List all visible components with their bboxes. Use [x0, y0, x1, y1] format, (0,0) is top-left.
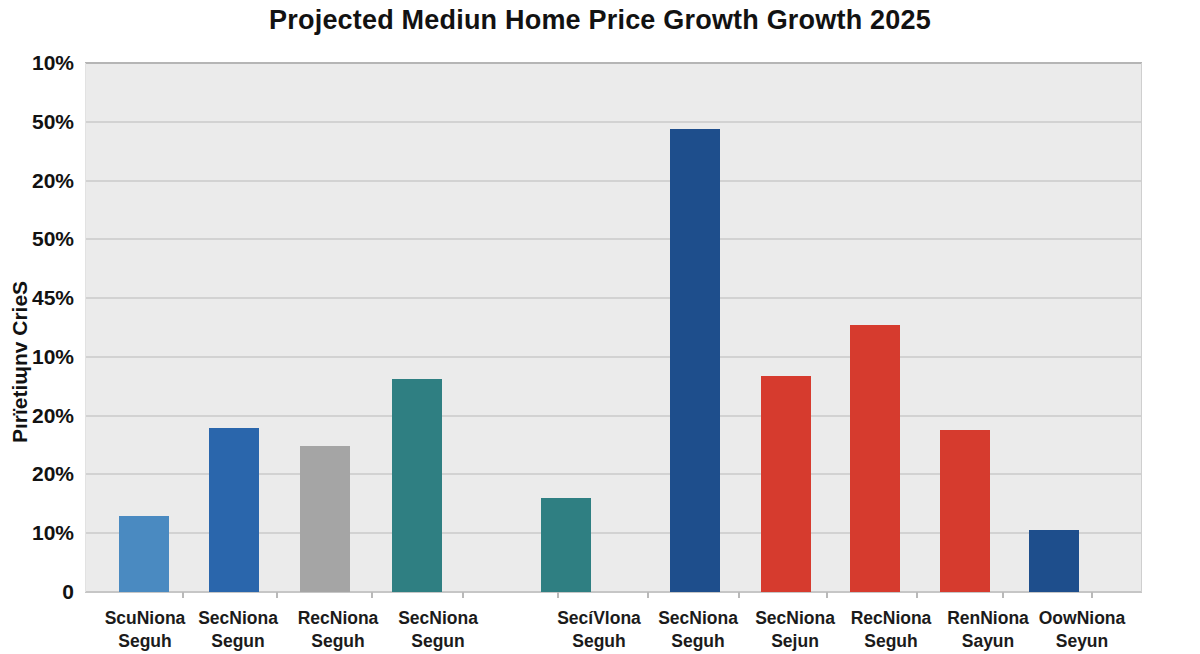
chart-title: Projected Mediun Home Price Growth Growt…: [0, 5, 1200, 36]
x-axis-tick: [1091, 592, 1093, 598]
x-axis-tick: [557, 592, 559, 598]
x-axis-tick: [1002, 592, 1004, 598]
bar-9: [940, 430, 990, 592]
x-category-label-line1: OowNiona: [1020, 607, 1144, 630]
y-tick-label: 10%: [0, 51, 74, 75]
plot-left-border: [85, 63, 86, 592]
x-category-label-line1: SecNiona: [376, 607, 500, 630]
y-tick-label: 20%: [0, 169, 74, 193]
y-tick-label: 10%: [0, 345, 74, 369]
x-axis-tick: [916, 592, 918, 598]
y-tick-label: 50%: [0, 227, 74, 251]
y-tick-label: 10%: [0, 521, 74, 545]
gridline: [85, 180, 1142, 182]
x-axis-tick: [371, 592, 373, 598]
gridline: [85, 297, 1142, 299]
y-tick-label: 20%: [0, 404, 74, 428]
x-axis-tick: [738, 592, 740, 598]
x-axis-tick: [182, 592, 184, 598]
gridline: [85, 356, 1142, 358]
x-axis-tick: [462, 592, 464, 598]
bar-7: [761, 376, 811, 592]
gridline: [85, 121, 1142, 123]
bar-6: [670, 129, 720, 592]
x-axis-tick: [276, 592, 278, 598]
plot-top-border: [85, 62, 1142, 64]
x-axis-tick: [647, 592, 649, 598]
y-tick-label: 0: [0, 580, 74, 604]
x-category-label-line2: Segun: [376, 630, 500, 653]
x-category-label: OowNionaSeyun: [1020, 607, 1144, 653]
bar-1: [119, 516, 169, 592]
x-axis-tick: [826, 592, 828, 598]
bar-5: [541, 498, 591, 592]
bar-4: [392, 379, 442, 592]
y-tick-label: 20%: [0, 462, 74, 486]
x-category-label-line2: Seyun: [1020, 630, 1144, 653]
y-tick-label: 50%: [0, 110, 74, 134]
bar-2: [209, 428, 259, 592]
bar-3: [300, 446, 350, 592]
plot-area: [85, 63, 1142, 592]
plot-right-border: [1141, 63, 1142, 592]
gridline: [85, 415, 1142, 417]
y-tick-label: 45%: [0, 286, 74, 310]
gridline: [85, 238, 1142, 240]
x-category-label: SecNionaSegun: [376, 607, 500, 653]
bar-chart: Projected Mediun Home Price Growth Growt…: [0, 0, 1200, 654]
bar-8: [850, 325, 900, 592]
bar-10: [1029, 530, 1079, 592]
